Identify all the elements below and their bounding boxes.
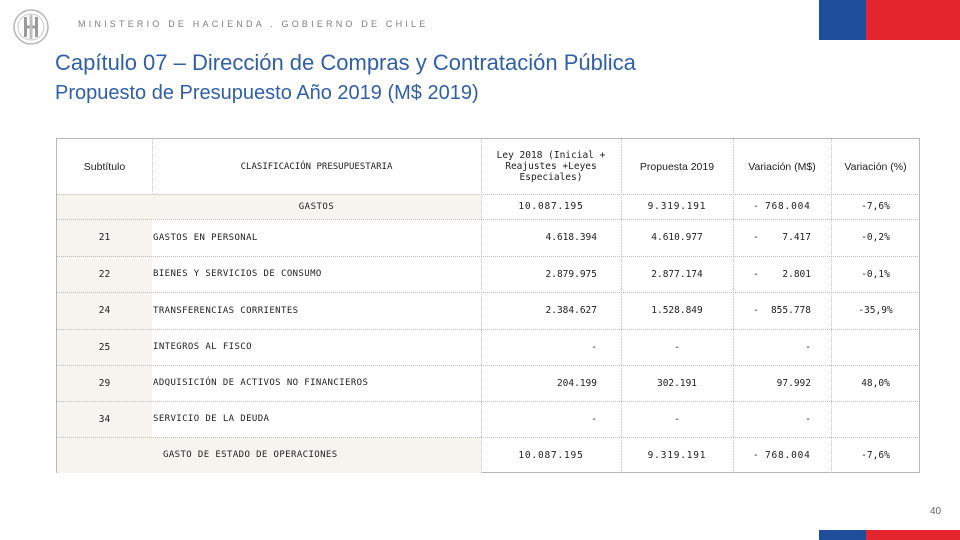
row-var-m: 7.417 (782, 232, 811, 243)
row-subtitulo: 29 (98, 377, 111, 389)
hacienda-logo-icon (13, 9, 49, 45)
gastos-var-m: 768.004 (765, 201, 811, 212)
operaciones-var-sign: - (753, 449, 759, 461)
budget-table: Subtítulo CLASIFICACIÓN PRESUPUESTARIA L… (56, 138, 920, 473)
col-divider (481, 139, 482, 473)
header-propuesta-2019: Propuesta 2019 (639, 160, 715, 173)
operaciones-var-m: 768.004 (765, 449, 811, 461)
row-var-pct: 48,0% (861, 377, 890, 389)
row-var-sign (753, 365, 763, 401)
row-var-sign: - (753, 232, 759, 243)
row-var-m: 855.778 (770, 305, 811, 316)
row-clasificacion: SERVICIO DE LA DEUDA (153, 414, 270, 424)
row-divider (57, 292, 920, 293)
gastos-ley: 10.087.195 (518, 201, 584, 212)
row-var-m: - (805, 341, 811, 353)
header-ley-line2: Reajustes +Leyes (505, 161, 597, 172)
flag-red-band-bottom (866, 530, 960, 540)
row-clasificacion: ADQUISICIÓN DE ACTIVOS NO FINANCIEROS (153, 378, 369, 388)
row-ley-2018: 4.618.394 (545, 232, 597, 243)
row-var-pct (831, 329, 920, 365)
row-subtitulo: 22 (98, 268, 111, 280)
row-divider (57, 365, 920, 366)
row-ley-2018: 204.199 (556, 377, 597, 389)
col-divider (831, 139, 832, 473)
row-var-m: 2.801 (782, 268, 811, 280)
header-subtitulo: Subtítulo (83, 160, 126, 173)
operaciones-row-shade (57, 437, 481, 473)
row-var-m: 97.992 (776, 377, 811, 389)
row-propuesta-2019: 4.610.977 (651, 232, 703, 243)
col-divider (152, 139, 153, 194)
row-clasificacion: BIENES Y SERVICIOS DE CONSUMO (153, 269, 322, 279)
row-var-pct: -35,9% (858, 305, 893, 316)
row-propuesta-2019: - (674, 413, 680, 425)
col-divider (733, 139, 734, 473)
row-var-sign: - (753, 268, 759, 280)
header-ley-line1: Ley 2018 (Inicial + (496, 150, 606, 161)
operaciones-var-pct: -7,6% (861, 449, 890, 461)
subtitle-column-shade (57, 219, 152, 437)
page-subtitle: Propuesto de Presupuesto Año 2019 (M$ 20… (55, 82, 479, 104)
row-ley-2018: - (591, 413, 597, 425)
row-ley-2018: 2.384.627 (545, 305, 597, 316)
operaciones-propuesta: 9.319.191 (647, 449, 707, 461)
header-variacion-m: Variación (M$) (748, 160, 816, 173)
row-clasificacion: INTEGROS AL FISCO (153, 342, 252, 352)
header-variacion-pct: Variación (%) (844, 160, 907, 173)
row-var-sign (753, 329, 763, 365)
row-ley-2018: - (591, 341, 597, 353)
page-number: 40 (930, 506, 942, 517)
gastos-var-sign: - (753, 201, 759, 212)
ministry-label: MINISTERIO DE HACIENDA . GOBIERNO DE CHI… (78, 19, 429, 29)
row-propuesta-2019: 302.191 (656, 377, 698, 389)
row-var-m: - (805, 413, 811, 425)
page-title: Capítulo 07 – Dirección de Compras y Con… (55, 50, 636, 75)
row-subtitulo: 24 (98, 305, 111, 316)
operaciones-ley: 10.087.195 (518, 449, 584, 461)
row-divider (57, 219, 920, 220)
row-var-pct: -0,1% (861, 268, 890, 280)
row-divider (57, 329, 920, 330)
gastos-propuesta: 9.319.191 (647, 201, 707, 212)
col-divider (621, 139, 622, 473)
gastos-var-pct: -7,6% (861, 201, 890, 212)
row-propuesta-2019: 1.528.849 (651, 305, 703, 316)
header-ley-2018: Ley 2018 (Inicial + Reajustes +Leyes Esp… (481, 139, 621, 194)
row-var-pct: -0,2% (861, 232, 890, 243)
flag-blue-band (819, 0, 866, 40)
row-var-pct (831, 401, 920, 437)
gastos-label: GASTOS (298, 201, 335, 212)
flag-blue-band-bottom (819, 530, 866, 540)
row-clasificacion: GASTOS EN PERSONAL (153, 232, 258, 243)
header-clasificacion: CLASIFICACIÓN PRESUPUESTARIA (240, 161, 393, 172)
row-subtitulo: 25 (98, 341, 111, 353)
row-clasificacion: TRANSFERENCIAS CORRIENTES (153, 305, 299, 316)
row-subtitulo: 21 (98, 232, 111, 243)
operaciones-label: GASTO DE ESTADO DE OPERACIONES (163, 450, 338, 460)
row-var-sign: - (753, 305, 759, 316)
row-propuesta-2019: - (674, 341, 680, 353)
row-subtitulo: 34 (98, 413, 111, 425)
row-propuesta-2019: 2.877.174 (651, 268, 703, 280)
header-ley-line3: Especiales) (519, 172, 583, 183)
row-ley-2018: 2.879.975 (545, 268, 597, 280)
row-divider (57, 256, 920, 257)
flag-red-band (866, 0, 960, 40)
row-var-sign (753, 401, 763, 437)
row-divider (57, 437, 920, 438)
gastos-row-shade (57, 194, 481, 219)
row-divider (57, 194, 920, 195)
row-divider (57, 401, 920, 402)
